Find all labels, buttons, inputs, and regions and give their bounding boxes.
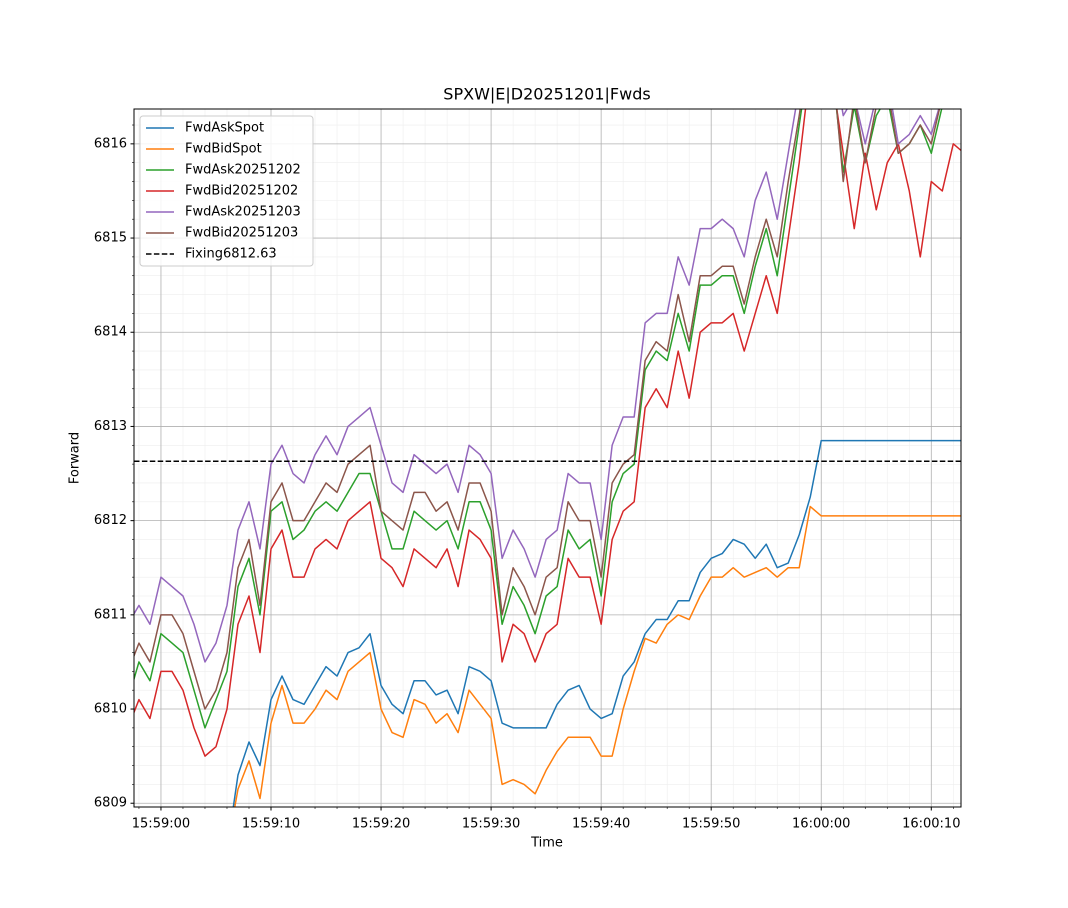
legend: FwdAskSpot FwdBidSpot FwdAsk20251202 FwdBid… [139,115,314,267]
axes-frame [133,108,962,808]
x-tick-label: 15:59:20 [352,817,410,832]
plot-area [134,109,961,807]
legend-label: FwdBid20251203 [185,226,298,241]
x-tick-label: 15:59:40 [572,817,630,832]
x-tick-label: 15:59:50 [682,817,740,832]
chart-title: SPXW|E|D20251201|Fwds [443,85,650,104]
legend-label: FwdBid20251202 [185,184,298,199]
x-tick-label: 15:59:10 [242,817,300,832]
y-tick-label: 6816 [94,136,127,151]
legend-label: FwdAskSpot [185,121,264,136]
series-line [232,439,961,807]
y-tick-label: 6811 [94,607,127,622]
x-axis-label: Time [530,836,563,851]
series-line [134,109,943,729]
y-tick-label: 6809 [94,796,127,811]
legend-label: Fixing6812.63 [185,247,277,262]
legend-label: FwdAsk20251203 [185,205,301,220]
series-line [134,109,961,757]
y-axis-label: Forward [68,432,83,484]
x-tick-label: 15:59:30 [462,817,520,832]
x-tick-label: 15:59:00 [132,817,190,832]
series-line [134,109,940,663]
legend-label: FwdAsk20251202 [185,163,301,178]
y-tick-label: 6815 [94,231,127,246]
series-line [134,109,941,710]
x-tick-label: 16:00:00 [792,817,850,832]
x-tick-label: 16:00:10 [902,817,960,832]
y-tick-label: 6813 [94,419,127,434]
grid [134,109,961,807]
series-line [234,505,961,807]
y-tick-label: 6812 [94,513,127,528]
y-tick-label: 6814 [94,325,127,340]
ticks: 6809 6810 6811 6812 6813 6814 6815 6816 15:59:00… [94,124,960,832]
legend-label: FwdBidSpot [185,142,262,157]
legend-box [139,115,314,267]
y-tick-label: 6810 [94,702,127,717]
